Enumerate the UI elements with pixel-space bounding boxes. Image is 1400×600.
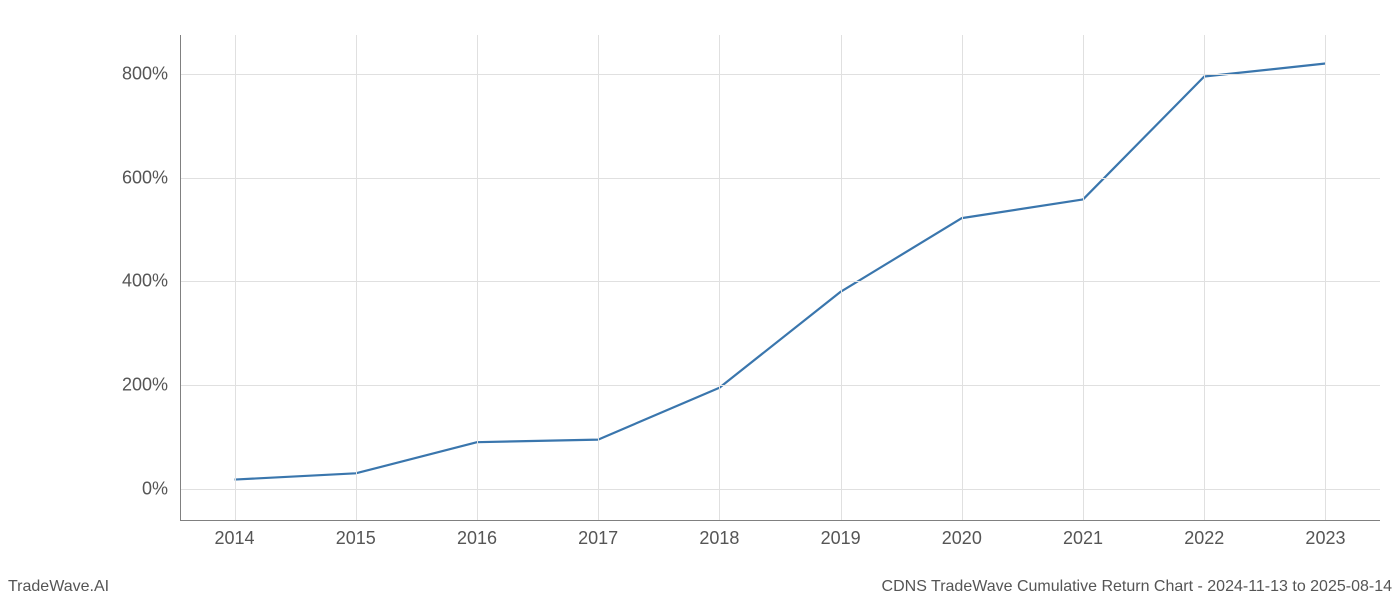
axis-spine-bottom: [180, 520, 1380, 521]
gridline-vertical: [235, 35, 236, 520]
gridline-vertical: [1325, 35, 1326, 520]
chart-container: TradeWave.AI CDNS TradeWave Cumulative R…: [0, 0, 1400, 600]
x-tick-label: 2014: [215, 528, 255, 549]
gridline-vertical: [1083, 35, 1084, 520]
axis-spine-left: [180, 35, 181, 520]
y-tick-label: 0%: [142, 478, 168, 499]
gridline-vertical: [1204, 35, 1205, 520]
gridline-vertical: [962, 35, 963, 520]
gridline-horizontal: [180, 178, 1380, 179]
x-tick-label: 2016: [457, 528, 497, 549]
series-line: [235, 64, 1326, 480]
footer-right-text: CDNS TradeWave Cumulative Return Chart -…: [882, 578, 1392, 596]
gridline-horizontal: [180, 385, 1380, 386]
y-tick-label: 200%: [122, 375, 168, 396]
x-tick-label: 2018: [699, 528, 739, 549]
x-tick-label: 2017: [578, 528, 618, 549]
gridline-horizontal: [180, 489, 1380, 490]
footer-left-text: TradeWave.AI: [8, 578, 109, 596]
gridline-horizontal: [180, 74, 1380, 75]
plot-area: [180, 35, 1380, 520]
x-tick-label: 2023: [1305, 528, 1345, 549]
gridline-vertical: [356, 35, 357, 520]
gridline-vertical: [719, 35, 720, 520]
gridline-horizontal: [180, 281, 1380, 282]
x-tick-label: 2015: [336, 528, 376, 549]
y-tick-label: 600%: [122, 167, 168, 188]
gridline-vertical: [841, 35, 842, 520]
y-tick-label: 800%: [122, 63, 168, 84]
y-tick-label: 400%: [122, 271, 168, 292]
x-tick-label: 2022: [1184, 528, 1224, 549]
line-series: [180, 35, 1380, 520]
x-tick-label: 2019: [821, 528, 861, 549]
x-tick-label: 2020: [942, 528, 982, 549]
gridline-vertical: [477, 35, 478, 520]
gridline-vertical: [598, 35, 599, 520]
x-tick-label: 2021: [1063, 528, 1103, 549]
